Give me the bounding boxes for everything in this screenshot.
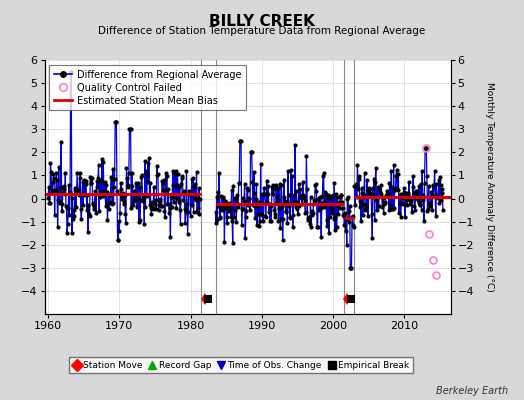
Legend: Difference from Regional Average, Quality Control Failed, Estimated Station Mean: Difference from Regional Average, Qualit… xyxy=(49,65,246,110)
Text: Berkeley Earth: Berkeley Earth xyxy=(436,386,508,396)
Text: BILLY CREEK: BILLY CREEK xyxy=(209,14,315,29)
Legend: Station Move, Record Gap, Time of Obs. Change, Empirical Break: Station Move, Record Gap, Time of Obs. C… xyxy=(69,357,413,374)
Text: Difference of Station Temperature Data from Regional Average: Difference of Station Temperature Data f… xyxy=(99,26,425,36)
Y-axis label: Monthly Temperature Anomaly Difference (°C): Monthly Temperature Anomaly Difference (… xyxy=(485,82,494,292)
